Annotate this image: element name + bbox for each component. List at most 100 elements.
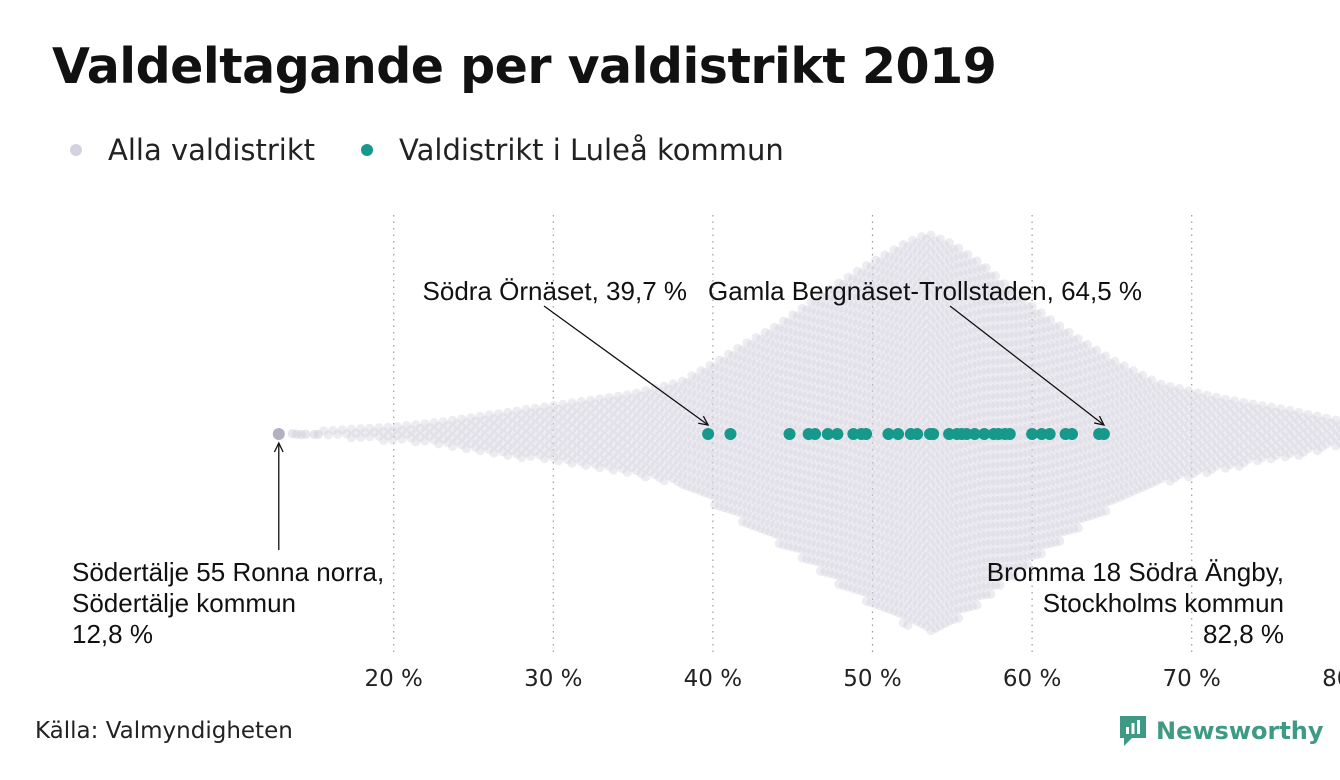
- district-point: [792, 500, 803, 510]
- district-point: [797, 389, 807, 400]
- district-point: [848, 360, 858, 370]
- district-point: [650, 469, 660, 480]
- district-point: [470, 442, 481, 452]
- district-point: [875, 351, 885, 362]
- district-point: [530, 420, 540, 431]
- district-point: [737, 353, 747, 364]
- district-point: [797, 458, 807, 468]
- district-point: [894, 547, 904, 558]
- district-point: [825, 474, 835, 484]
- district-point: [829, 535, 839, 545]
- district-point: [691, 398, 701, 409]
- district-point: [843, 332, 853, 343]
- district-point: [880, 594, 890, 604]
- district-point: [843, 315, 853, 325]
- district-point: [838, 537, 849, 548]
- district-point: [576, 422, 586, 432]
- district-point: [848, 566, 858, 576]
- district-point: [567, 449, 577, 460]
- district-point: [852, 266, 862, 277]
- district-point: [705, 438, 715, 448]
- district-point: [857, 440, 867, 450]
- district-point: [733, 447, 743, 457]
- district-point: [779, 462, 789, 472]
- district-point: [1073, 523, 1083, 533]
- district-point: [613, 443, 623, 453]
- district-point: [806, 314, 816, 324]
- district-point: [622, 416, 632, 426]
- district-point: [820, 524, 830, 534]
- district-point: [627, 428, 637, 438]
- district-point: [673, 468, 683, 478]
- district-point: [783, 532, 793, 542]
- district-point: [604, 418, 614, 428]
- district-point: [843, 453, 853, 463]
- district-point: [875, 326, 885, 336]
- district-point: [820, 361, 830, 371]
- district-point: [599, 415, 609, 425]
- district-point: [746, 511, 757, 522]
- district-point: [567, 458, 577, 468]
- district-point: [521, 439, 531, 449]
- district-point: [889, 468, 899, 478]
- district-point: [705, 489, 715, 500]
- district-point: [852, 318, 862, 328]
- district-point: [857, 474, 867, 484]
- district-point: [760, 413, 770, 424]
- district-point: [765, 501, 775, 511]
- district-point: [719, 416, 729, 427]
- district-point: [848, 317, 858, 327]
- district-point: [733, 464, 743, 474]
- district-point: [664, 393, 674, 403]
- district-point: [838, 469, 849, 479]
- district-point: [880, 473, 890, 484]
- district-point: [567, 398, 577, 408]
- district-point: [595, 411, 605, 421]
- district-point: [687, 371, 697, 381]
- district-point: [539, 453, 550, 464]
- district-point: [751, 522, 761, 532]
- district-point: [581, 426, 591, 436]
- district-point: [894, 556, 904, 566]
- district-point: [572, 427, 582, 437]
- chart-title: Valdeltagande per valdistrikt 2019: [52, 38, 997, 95]
- district-point: [622, 459, 632, 469]
- district-point: [880, 585, 890, 595]
- district-point: [406, 424, 416, 435]
- district-point: [825, 413, 835, 424]
- district-point: [733, 498, 743, 508]
- district-point: [507, 411, 517, 421]
- district-point: [871, 315, 881, 325]
- district-point: [889, 374, 899, 384]
- district-point: [848, 411, 858, 421]
- district-point: [553, 404, 563, 414]
- annotation-bromma-line: 82,8 %: [1203, 619, 1284, 649]
- district-point: [792, 440, 803, 450]
- district-point: [788, 404, 798, 415]
- district-point: [719, 459, 729, 470]
- district-point: [769, 494, 780, 504]
- district-point: [861, 458, 872, 469]
- district-point: [737, 508, 747, 518]
- district-point: [659, 476, 669, 486]
- district-point: [737, 465, 747, 475]
- district-point: [677, 410, 688, 421]
- district-point: [820, 464, 830, 474]
- district-point: [884, 303, 895, 313]
- lulea-point: [911, 428, 924, 440]
- district-point: [539, 428, 550, 438]
- district-point: [774, 392, 784, 403]
- district-point: [710, 422, 720, 432]
- district-point: [802, 511, 812, 521]
- district-point: [838, 494, 849, 505]
- district-point: [526, 408, 536, 418]
- district-point: [627, 436, 637, 447]
- district-point: [843, 522, 853, 532]
- district-point: [742, 338, 752, 348]
- district-point: [742, 406, 752, 417]
- district-point: [848, 385, 858, 396]
- district-point: [848, 282, 858, 292]
- district-point: [815, 480, 826, 490]
- district-point: [677, 471, 688, 481]
- district-point: [535, 424, 545, 434]
